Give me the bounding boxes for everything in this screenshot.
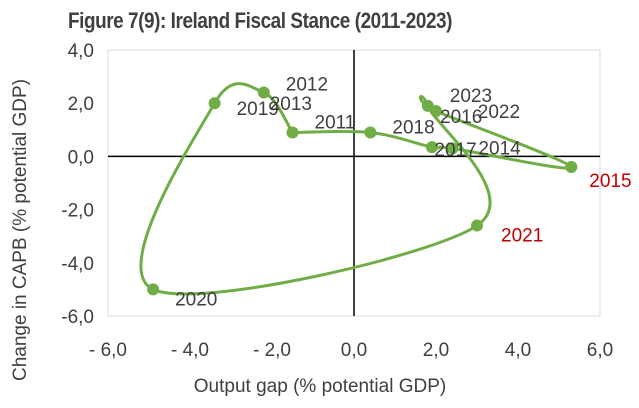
data-point-marker [425,141,438,154]
data-point-marker [430,105,442,118]
y-tick-label: -2,0 [61,201,94,222]
x-tick-label: - 6,0 [89,340,127,361]
point-label-2012: 2012 [286,75,328,96]
x-axis-title: Output gap (% potential GDP) [194,376,446,397]
data-point-marker [257,86,270,99]
x-tick-label: 4,0 [505,340,531,361]
x-tick-label: - 2,0 [253,340,291,361]
data-point-marker [286,126,299,139]
point-label-2018: 2018 [392,117,434,138]
point-label-2021: 2021 [501,226,543,247]
y-tick-label: -4,0 [61,254,94,275]
data-point-marker [147,283,160,296]
data-point-marker [471,219,483,232]
point-label-2017: 2017 [434,140,476,161]
y-tick-label: 0,0 [68,147,94,168]
point-label-2016: 2016 [440,107,482,128]
point-label-2015: 2015 [589,171,631,192]
data-point-marker [446,142,459,155]
data-point-marker [565,161,578,174]
point-label-2019: 2019 [237,99,279,120]
data-point-marker [364,126,377,139]
point-label-2023: 2023 [450,86,492,107]
point-label-2013: 2013 [270,94,312,115]
x-tick-label: - 4,0 [171,340,209,361]
point-label-2022: 2022 [478,102,520,123]
x-tick-label: 2,0 [423,340,449,361]
chart-title: Figure 7(9): Ireland Fiscal Stance (2011… [68,8,453,33]
point-label-2011: 2011 [315,112,356,133]
y-tick-label: 4,0 [68,41,94,62]
point-label-2014: 2014 [478,138,521,159]
y-tick-label: -6,0 [61,307,94,328]
data-point-marker [208,97,221,110]
x-tick-label: 6,0 [587,340,613,361]
x-tick-label: 0,0 [341,340,367,361]
y-axis-title: Change in CAPB (% potential GDP) [10,79,31,381]
point-label-2020: 2020 [175,289,217,310]
y-tick-label: 2,0 [68,94,94,115]
